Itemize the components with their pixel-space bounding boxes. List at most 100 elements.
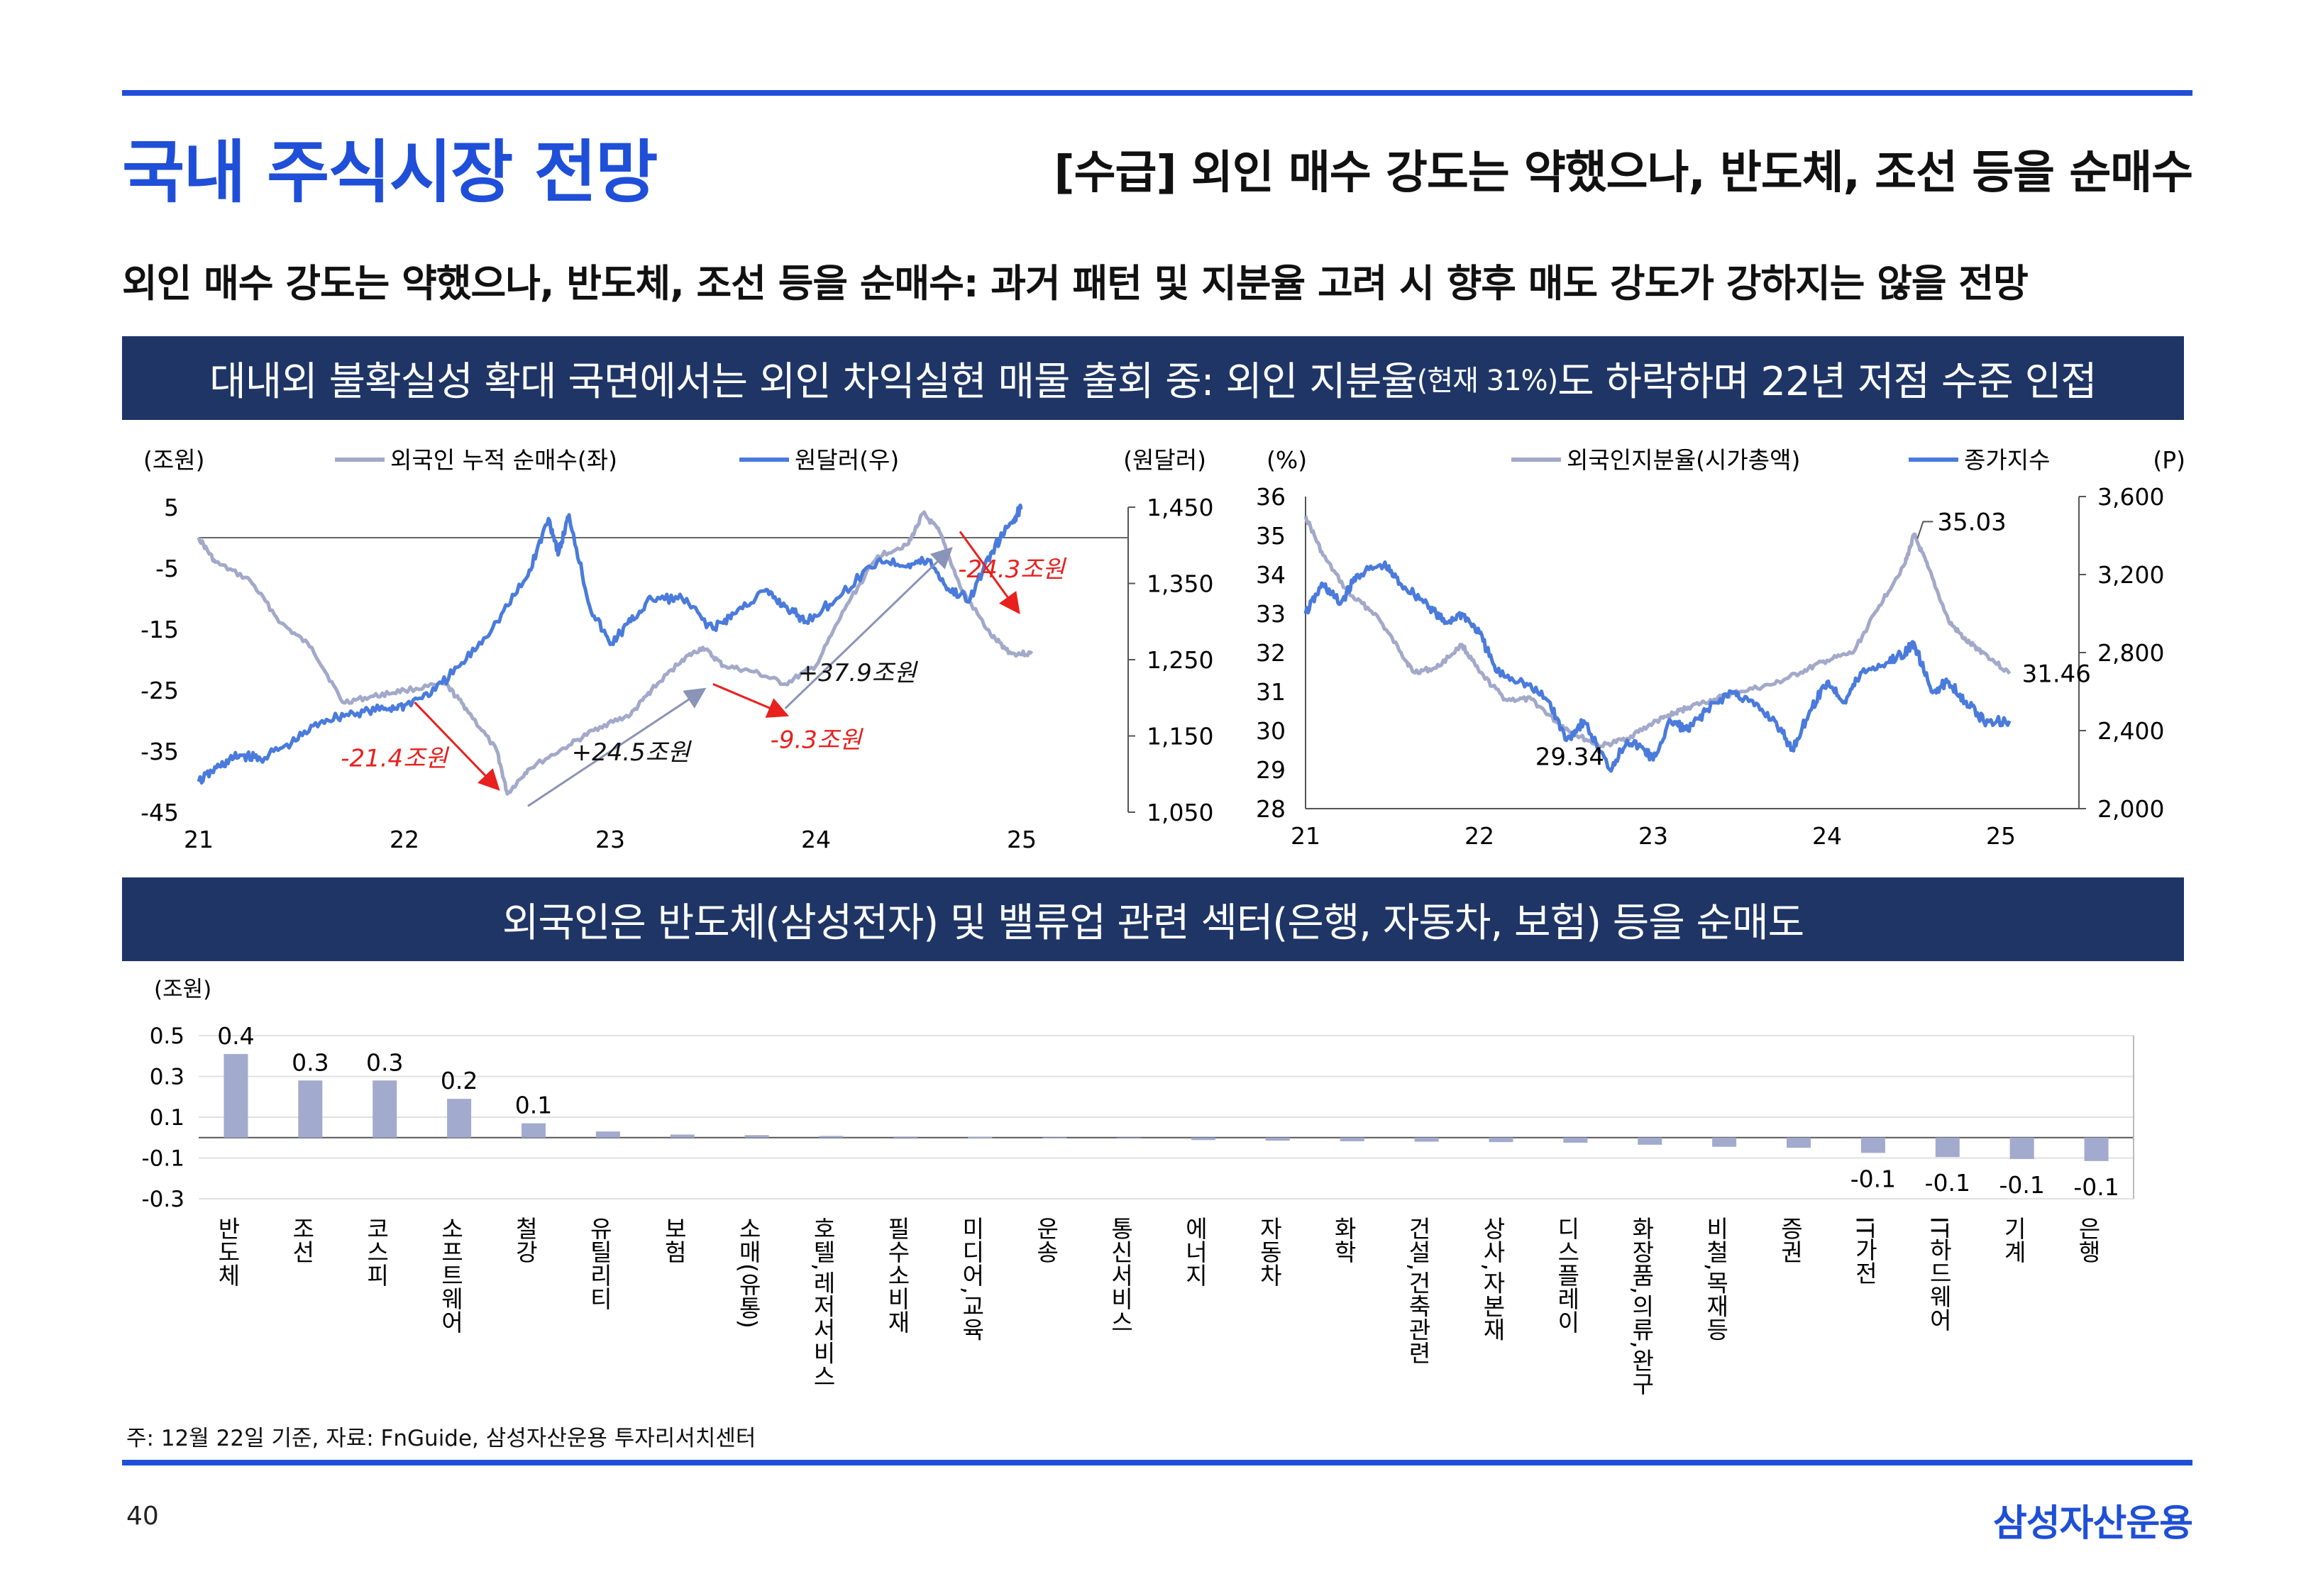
y-left-tick-label: -5 <box>155 555 179 582</box>
category-label: 에너지 <box>1181 1217 1208 1287</box>
flow-annotation: +37.9조원 <box>798 659 918 687</box>
y-left-tick-label: 31 <box>1256 678 1286 706</box>
flow-annotation: -21.4조원 <box>341 745 449 773</box>
page-title: 국내 주식시장 전망 <box>122 133 658 212</box>
category-label: 은행 <box>2074 1217 2102 1263</box>
bar-21 <box>1787 1137 1811 1148</box>
category-label: 운송 <box>1032 1217 1060 1263</box>
series-line-1 <box>197 510 1034 796</box>
bar-value-label: 0.4 <box>217 1022 254 1050</box>
x-tick-label: 22 <box>390 826 419 853</box>
bar-13 <box>1191 1137 1215 1141</box>
bar-value-label: 0.1 <box>515 1092 552 1119</box>
y-left-tick-label: 35 <box>1256 522 1286 550</box>
y-tick-label: 0.3 <box>150 1065 184 1090</box>
y-tick-label: -0.1 <box>142 1146 185 1172</box>
category-label: 화장품,의류,완구 <box>1628 1217 1655 1395</box>
category-label: 화학 <box>1330 1217 1357 1263</box>
category-label: 소프트웨어 <box>437 1217 465 1334</box>
peak-leader <box>1916 521 1933 539</box>
bar-16 <box>1414 1137 1439 1142</box>
y-right-tick-label: 1,450 <box>1147 494 1213 521</box>
y-right-tick-label: 2,000 <box>2097 795 2164 823</box>
bar-14 <box>1265 1137 1290 1141</box>
bar-3 <box>447 1099 472 1138</box>
y-left-tick-label: 36 <box>1256 483 1286 511</box>
banner-top-small: (현재 31%) <box>1416 365 1558 397</box>
y-right-tick-label: 2,400 <box>2097 717 2164 745</box>
y-left-tick-label: -15 <box>140 616 179 643</box>
foreign-netbuy-fx-chart: (조원) (원달러) 5 -5 -15 -25 -35 -45 1,450 1,350 1,250 1… <box>140 446 1213 853</box>
trend-arrow <box>527 687 707 807</box>
bar-8 <box>819 1136 844 1138</box>
y-right-tick-label: 2,800 <box>2097 639 2164 667</box>
summary-line: 외인 매수 강도는 약했으나, 반도체, 조선 등을 순매수: 과거 패턴 및 … <box>122 261 2029 306</box>
flow-annotation: -24.3조원 <box>958 555 1066 584</box>
bar-23 <box>1935 1137 1960 1158</box>
y-left-tick-label: 34 <box>1256 561 1286 589</box>
bar-20 <box>1712 1137 1737 1147</box>
brand-logo-text: 삼성자산운용 <box>1992 1502 2193 1545</box>
category-label: 미디어,교육 <box>958 1217 986 1341</box>
bar-9 <box>893 1136 918 1138</box>
low-label: 29.34 <box>1535 743 1604 771</box>
y-tick-label: 0.1 <box>150 1105 184 1131</box>
y-right-tick-label: 1,250 <box>1147 646 1213 674</box>
bar-value-label: 0.3 <box>366 1048 403 1076</box>
y-left-tick-label: -25 <box>140 677 179 704</box>
y-right-tick-label: 1,150 <box>1147 723 1213 750</box>
y-left-tick-label: -35 <box>140 738 179 765</box>
category-label: 유틸리티 <box>585 1217 613 1310</box>
category-label: 비철,목재등 <box>1702 1217 1730 1341</box>
x-tick-label: 25 <box>1986 822 2016 850</box>
category-label: IT가전 <box>1850 1217 1878 1285</box>
banner-top-text-1: 대내외 불확실성 확대 국면에서는 외인 차익실현 매물 출회 중: 외인 지분… <box>209 358 1417 405</box>
y-right-tick-label: 1,050 <box>1147 799 1213 826</box>
bar-6 <box>670 1134 695 1138</box>
series-line-1 <box>1303 515 2012 749</box>
bar-25 <box>2084 1137 2109 1161</box>
banner-top-text-2: 도 하락하며 22년 저점 수준 인접 <box>1557 358 2097 405</box>
series-line-2 <box>197 503 1023 785</box>
footnote: 주: 12월 22일 기준, 자료: FnGuide, 삼성자산운용 투자리서치… <box>126 1426 756 1451</box>
category-label: 철강 <box>511 1217 539 1263</box>
category-label: 보험 <box>660 1217 688 1263</box>
y-tick-label: 0.5 <box>150 1024 184 1049</box>
legend-label-2: 종가지수 <box>1964 446 2050 474</box>
latest-label: 31.46 <box>2022 660 2091 689</box>
trend-arrow <box>959 531 1020 615</box>
category-label: 소매(유통) <box>734 1217 762 1329</box>
bar-2 <box>373 1080 397 1138</box>
x-tick-label: 23 <box>595 826 625 853</box>
y-right-tick-label: 3,200 <box>2097 561 2164 589</box>
y-left-tick-label: 32 <box>1256 639 1286 667</box>
foreign-ownership-kospi-chart: (%) (P) 36 35 34 33 32 31 30 29 28 3,600 3,200 2,800 2… <box>1256 446 2185 850</box>
x-tick-label: 22 <box>1464 822 1494 850</box>
trend-arrow <box>414 702 500 791</box>
x-tick-label: 24 <box>1812 822 1842 850</box>
y-left-tick-label: 30 <box>1256 717 1286 745</box>
category-label: 자동차 <box>1255 1217 1283 1287</box>
series-line-2 <box>1303 560 2012 773</box>
bar-5 <box>595 1131 620 1138</box>
bar-value-label: 0.3 <box>292 1048 329 1076</box>
banner-top: 대내외 불확실성 확대 국면에서는 외인 차익실현 매물 출회 중: 외인 지분… <box>122 336 2184 420</box>
bar-19 <box>1638 1137 1662 1145</box>
peak-label: 35.03 <box>1937 508 2006 536</box>
y-left-tick-label: 28 <box>1256 795 1286 823</box>
category-label: 통신서비스 <box>1107 1217 1135 1334</box>
y-tick-label: -0.3 <box>142 1187 185 1212</box>
bar-22 <box>1860 1137 1885 1153</box>
category-label: IT하드웨어 <box>1925 1217 1953 1331</box>
bar-7 <box>744 1135 769 1138</box>
bar-4 <box>521 1123 546 1138</box>
y-right-tick-label: 3,600 <box>2097 483 2164 511</box>
category-label: 기계 <box>1999 1217 2027 1263</box>
x-tick-label: 21 <box>184 826 214 853</box>
trend-arrow <box>712 683 790 718</box>
category-label: 건설,건축관련 <box>1404 1217 1432 1365</box>
banner-bottom: 외국인은 반도체(삼성전자) 및 밸류업 관련 섹터(은행, 자동차, 보험) … <box>122 877 2184 961</box>
category-label: 호텔,레저서비스 <box>809 1217 837 1388</box>
bar-10 <box>968 1136 993 1138</box>
bar-24 <box>2009 1137 2034 1159</box>
